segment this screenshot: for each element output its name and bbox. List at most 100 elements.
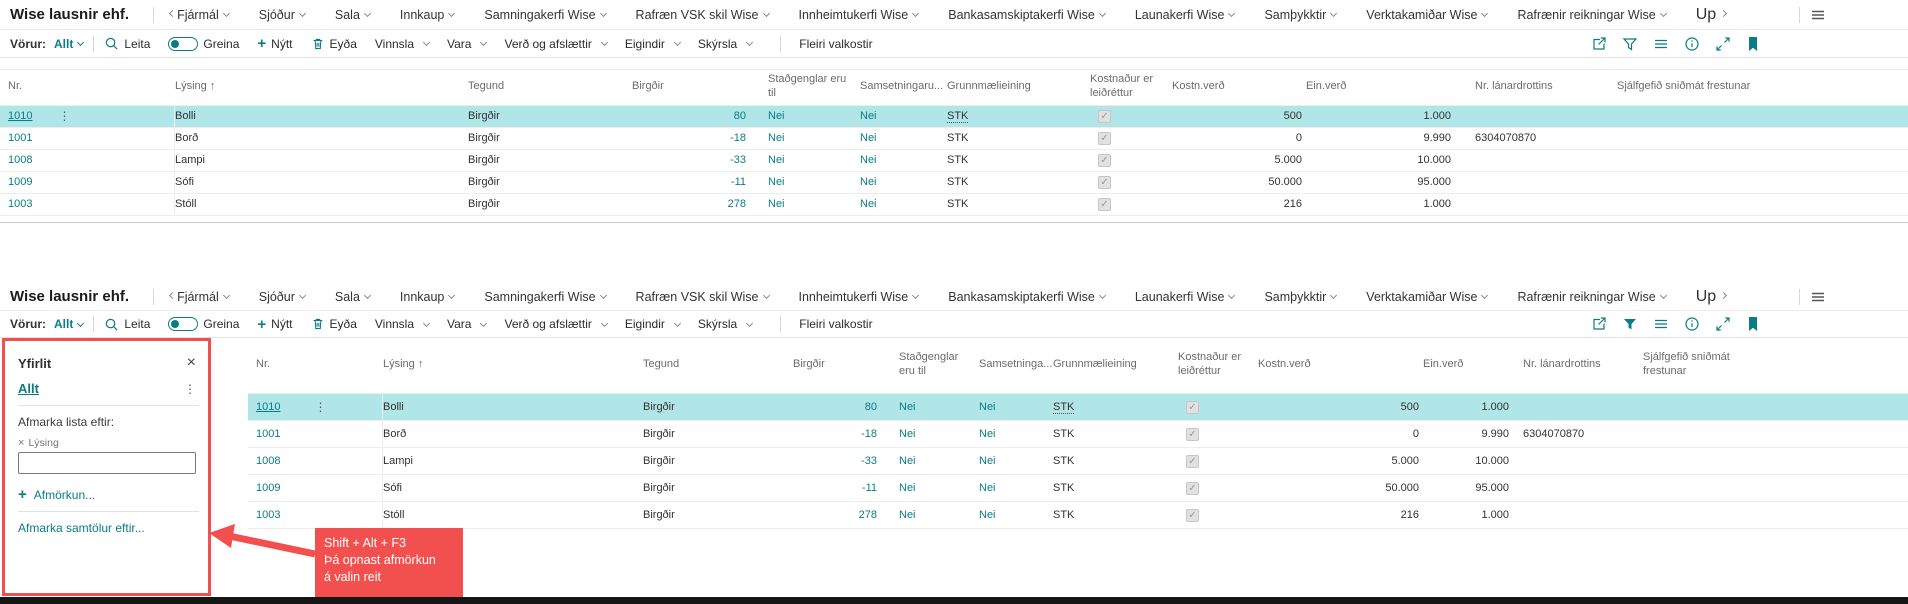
toggle-icon[interactable] [168, 36, 199, 51]
delete-button[interactable]: Eyða [311, 317, 357, 331]
cell-kostnverd[interactable]: 5.000 [1274, 154, 1302, 166]
bookmark-icon[interactable] [1746, 316, 1760, 332]
cell-kostnverd[interactable]: 0 [1295, 132, 1302, 144]
cell-nr[interactable]: 1008⋮ [248, 448, 383, 474]
nav-overflow[interactable]: Up [1696, 6, 1728, 24]
cell-kostnverd[interactable]: 0 [1412, 428, 1419, 440]
cell-kostnverd[interactable]: 5.000 [1391, 455, 1419, 467]
column-header[interactable]: Birgðir [793, 358, 825, 371]
column-header[interactable]: Kostn.verð [1258, 358, 1311, 371]
company-name[interactable]: Wise lausnir ehf. [10, 6, 130, 23]
table-row[interactable]: 1003⋮ Stóll Birgðir 278 Nei Nei STK ✓ 21… [0, 193, 1908, 216]
cell-stadgenglar[interactable]: Nei [899, 509, 916, 521]
cell-lysing[interactable]: Borð [383, 428, 407, 440]
cell-birgdir[interactable]: -18 [730, 132, 746, 144]
table-row[interactable]: 1001⋮ Borð Birgðir -18 Nei Nei STK ✓ 0 9… [0, 127, 1908, 150]
cell-lysing[interactable]: Lampi [175, 154, 205, 166]
column-header[interactable]: Grunnmælieining [947, 79, 1031, 92]
cell-birgdir[interactable]: -33 [730, 154, 746, 166]
chevron-left-icon[interactable] [169, 9, 177, 18]
nav-menu-item[interactable]: Launakerfi Wise [1135, 8, 1236, 22]
share-icon[interactable] [1591, 316, 1607, 332]
company-name[interactable]: Wise lausnir ehf. [10, 288, 130, 305]
cell-samsetning[interactable]: Nei [860, 154, 877, 166]
cell-kostnverd[interactable]: 50.000 [1268, 176, 1302, 188]
cell-grunnmaelieining[interactable]: STK [1053, 455, 1075, 467]
nav-menu-item[interactable]: Verktakamiðar Wise [1366, 8, 1489, 22]
cell-kostnadur-leidrettur[interactable]: ✓ [1178, 481, 1258, 495]
view-selector[interactable]: Allt [54, 37, 85, 51]
cell-kostnadur-leidrettur[interactable]: ✓ [1178, 454, 1258, 468]
item-number-link[interactable]: 1010 [8, 110, 33, 122]
cell-einverd[interactable]: 1.000 [1481, 401, 1509, 413]
cell-birgdir[interactable]: 278 [727, 198, 746, 210]
item-number-link[interactable]: 1001 [8, 132, 33, 144]
cell-kostnadur-leidrettur[interactable]: ✓ [1090, 197, 1172, 211]
close-icon[interactable]: × [186, 354, 196, 371]
column-header[interactable]: Sjálfgefið sniðmát frestunar [1643, 351, 1730, 377]
filter-icon[interactable] [1622, 36, 1638, 52]
cell-birgdir[interactable]: 80 [864, 401, 877, 413]
cell-nr[interactable]: 1010 ⋮ [248, 394, 383, 420]
checkbox-checked-icon[interactable]: ✓ [1186, 454, 1199, 468]
column-header[interactable]: Ein.verð [1423, 358, 1464, 371]
table-row[interactable]: 1010 ⋮ Bolli Birgðir 80 Nei Nei STK ✓ 500… [0, 105, 1908, 128]
more-options-button[interactable]: Fleiri valkostir [799, 36, 873, 51]
item-number-link[interactable]: 1008 [8, 154, 33, 166]
search-button[interactable]: Leita [104, 317, 150, 332]
analyze-toggle[interactable]: Greina [168, 36, 239, 51]
cell-kostnverd[interactable]: 216 [1400, 509, 1419, 521]
item-number-link[interactable]: 1001 [256, 428, 281, 440]
column-header[interactable]: Staðgenglar eru til [768, 73, 847, 99]
cell-stadgenglar[interactable]: Nei [768, 198, 785, 210]
cell-lysing[interactable]: Sófi [175, 176, 194, 188]
delete-button[interactable]: Eyða [311, 37, 357, 51]
view-selector[interactable]: Allt [54, 317, 85, 331]
column-header[interactable]: Birgðir [632, 79, 664, 92]
nav-menu-item[interactable]: Launakerfi Wise [1135, 290, 1236, 304]
cell-tegund[interactable]: Birgðir [643, 482, 675, 494]
column-header[interactable]: Tegund [643, 358, 680, 371]
column-header[interactable]: Nr. [256, 358, 271, 371]
cell-einverd[interactable]: 10.000 [1475, 455, 1509, 467]
cell-stadgenglar[interactable]: Nei [899, 482, 916, 494]
checkbox-checked-icon[interactable]: ✓ [1098, 153, 1111, 167]
menu-button[interactable]: Verð og afslættir [504, 37, 608, 51]
column-header[interactable]: Grunnmælieining [1053, 358, 1137, 371]
nav-menu-item[interactable]: Rafrænir reikningar Wise [1517, 8, 1667, 22]
cell-nr[interactable]: 1008⋮ [0, 149, 175, 171]
cell-samsetning[interactable]: Nei [860, 198, 877, 210]
menu-button[interactable]: Vinnsla [375, 37, 431, 51]
cell-kostnadur-leidrettur[interactable]: ✓ [1090, 131, 1172, 145]
menu-button[interactable]: Verð og afslættir [504, 317, 608, 331]
table-row[interactable]: 1008⋮ Lampi Birgðir -33 Nei Nei STK ✓ 5.… [0, 149, 1908, 172]
table-row[interactable]: 1008⋮ Lampi Birgðir -33 Nei Nei STK ✓ 5.… [248, 448, 1908, 475]
nav-menu-item[interactable]: Verktakamiðar Wise [1366, 290, 1489, 304]
expand-icon[interactable] [1715, 36, 1731, 52]
checkbox-checked-icon[interactable]: ✓ [1098, 175, 1111, 189]
table-row[interactable]: 1009⋮ Sófi Birgðir -11 Nei Nei STK ✓ 50.… [248, 475, 1908, 502]
hamburger-menu-icon[interactable] [1810, 7, 1826, 23]
nav-menu-item[interactable]: Innkaup [400, 290, 456, 304]
filter-totals-link[interactable]: Afmarka samtölur eftir... [18, 521, 145, 535]
column-header[interactable]: Kostnaður er leiðréttur [1178, 351, 1241, 377]
nav-menu-item[interactable]: Innkaup [400, 8, 456, 22]
nav-menu-item[interactable]: Samningakerfi Wise [484, 8, 607, 22]
cell-lysing[interactable]: Sófi [383, 482, 402, 494]
cell-kostnverd[interactable]: 50.000 [1385, 482, 1419, 494]
info-icon[interactable] [1684, 36, 1700, 52]
cell-birgdir[interactable]: -33 [861, 455, 877, 467]
cell-grunnmaelieining[interactable]: STK [947, 154, 969, 166]
cell-grunnmaelieining[interactable]: STK [947, 109, 969, 123]
checkbox-checked-icon[interactable]: ✓ [1098, 197, 1111, 211]
cell-lanardrottinn[interactable]: 6304070870 [1475, 132, 1537, 144]
checkbox-checked-icon[interactable]: ✓ [1186, 508, 1199, 522]
cell-samsetning[interactable]: Nei [979, 509, 996, 521]
expand-icon[interactable] [1715, 316, 1731, 332]
list-icon[interactable] [1653, 36, 1669, 52]
cell-nr[interactable]: 1009⋮ [248, 475, 383, 501]
column-header[interactable]: Kostn.verð [1172, 79, 1225, 92]
cell-einverd[interactable]: 95.000 [1475, 482, 1509, 494]
filter-field-tag[interactable]: × Lýsing [18, 437, 59, 449]
analyze-toggle[interactable]: Greina [168, 317, 239, 331]
